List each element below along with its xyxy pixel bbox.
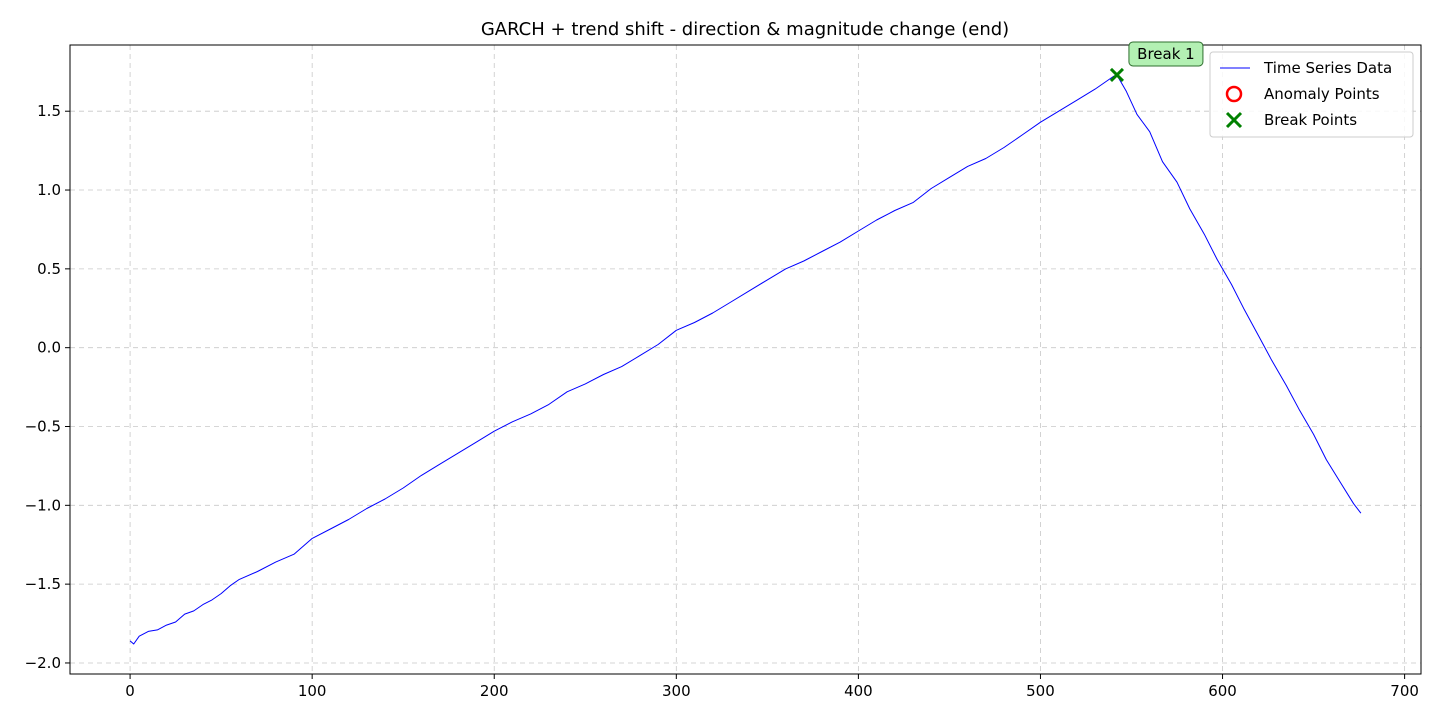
plot-area: Break 1 bbox=[129, 41, 1362, 645]
axes: 0 100 200 300 400 500 600 700 −2.0 −1.5 −1.0 −0.5 0.… bbox=[25, 44, 1422, 700]
y-tick-label: 1.5 bbox=[37, 102, 61, 120]
y-tick-label: 1.0 bbox=[37, 181, 61, 199]
y-tick-label: −0.5 bbox=[25, 417, 61, 435]
break-annotation-label: Break 1 bbox=[1137, 45, 1195, 63]
break-point-marker bbox=[1109, 67, 1124, 83]
y-tick-label: −2.0 bbox=[25, 654, 61, 672]
y-tick-label: −1.0 bbox=[25, 496, 61, 514]
legend-handle-stroke bbox=[1225, 111, 1243, 129]
break-point-stroke bbox=[1109, 67, 1124, 83]
legend-entry-label: Anomaly Points bbox=[1264, 85, 1380, 103]
legend-entry-label: Break Points bbox=[1264, 111, 1357, 129]
legend-box bbox=[1209, 51, 1414, 138]
legend-handle-x bbox=[1225, 111, 1243, 129]
x-tick-label: 400 bbox=[844, 682, 873, 700]
x-tick-label: 200 bbox=[480, 682, 509, 700]
grid-lines bbox=[70, 45, 1421, 674]
plot-frame bbox=[69, 44, 1422, 675]
x-tick-label: 700 bbox=[1390, 682, 1419, 700]
y-tick-label: 0.0 bbox=[37, 339, 61, 357]
legend-handle-circle bbox=[1225, 85, 1243, 103]
x-tick-label: 300 bbox=[662, 682, 691, 700]
legend: Time Series Data Anomaly Points Break Poin… bbox=[1209, 51, 1414, 138]
y-tick-label: −1.5 bbox=[25, 575, 61, 593]
x-tick-label: 500 bbox=[1026, 682, 1055, 700]
chart-title: GARCH + trend shift - direction & magnit… bbox=[481, 19, 1009, 40]
series-line-time-series-data bbox=[129, 74, 1362, 645]
x-tick-label: 100 bbox=[298, 682, 327, 700]
legend-entry-label: Time Series Data bbox=[1263, 59, 1392, 77]
y-tick-label: 0.5 bbox=[37, 260, 61, 278]
x-tick-label: 0 bbox=[125, 682, 135, 700]
x-tick-label: 600 bbox=[1208, 682, 1237, 700]
break-annotation-box bbox=[1128, 41, 1204, 67]
